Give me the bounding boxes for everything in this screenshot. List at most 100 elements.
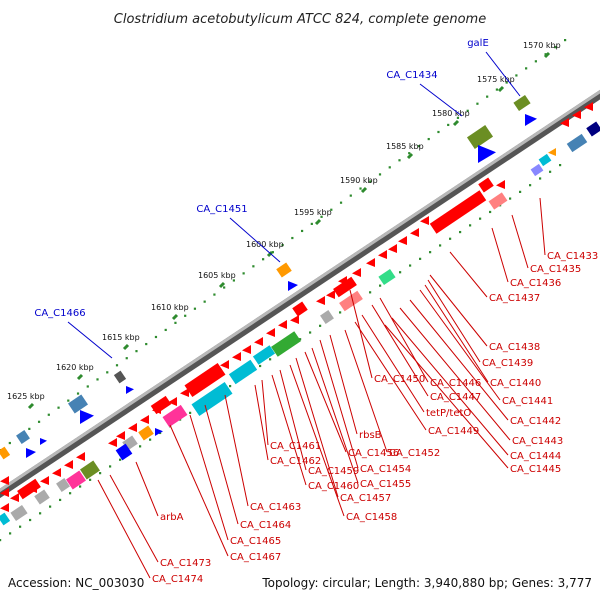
reverse-gene-block bbox=[566, 133, 588, 153]
reverse-gene-arrow bbox=[584, 102, 593, 111]
outer-tick-dot bbox=[164, 328, 167, 332]
inner-tick-dot bbox=[509, 197, 512, 200]
inner-tick-dot bbox=[309, 331, 312, 334]
kbp-major-tick bbox=[218, 281, 226, 289]
inner-tick-dot bbox=[49, 505, 52, 508]
outer-tick-dot bbox=[252, 265, 255, 268]
inner-tick-dot bbox=[459, 230, 462, 234]
label-leader-line bbox=[491, 227, 509, 283]
reverse-gene-block bbox=[115, 443, 133, 461]
reverse-gene-arrow bbox=[278, 320, 287, 329]
reverse-gene-block bbox=[292, 301, 308, 317]
label-leader-line bbox=[329, 334, 358, 435]
kbp-label: 1570 kbp bbox=[523, 41, 561, 50]
outer-tick-dot bbox=[96, 378, 99, 381]
inner-tick-dot bbox=[79, 485, 82, 488]
outer-tick-dot bbox=[57, 406, 60, 409]
label-leader-line bbox=[419, 83, 463, 117]
reverse-gene-arrow bbox=[352, 268, 361, 277]
reverse-gene-block bbox=[56, 478, 70, 492]
inner-tick-dot bbox=[159, 431, 162, 435]
reverse-gene-label: CA_C1452 bbox=[389, 448, 440, 459]
reverse-gene-arrow bbox=[560, 118, 569, 127]
label-leader-line bbox=[419, 289, 501, 401]
reverse-gene-label: CA_C1442 bbox=[510, 416, 561, 427]
inner-tick-dot bbox=[339, 311, 342, 314]
reverse-gene-label: CA_C1438 bbox=[489, 342, 540, 353]
label-leader-line bbox=[427, 279, 481, 363]
reverse-gene-label: CA_C1446 bbox=[430, 378, 481, 389]
inner-tick-dot bbox=[519, 190, 522, 193]
forward-gene-arrow bbox=[525, 114, 537, 126]
label-leader-line bbox=[384, 324, 509, 469]
label-leader-line bbox=[539, 197, 546, 256]
kbp-label: 1595 kbp bbox=[294, 208, 332, 217]
inner-tick-dot bbox=[59, 498, 62, 502]
reverse-gene-label: CA_C1462 bbox=[270, 456, 321, 467]
inner-tick-dot bbox=[89, 478, 92, 481]
kbp-scale: 1570 kbp 1575 kbp 1580 kbp 1585 kbp 1590 kbp… bbox=[0, 39, 567, 542]
outer-tick-dot bbox=[466, 109, 469, 112]
outer-tick-dot bbox=[534, 60, 537, 63]
reverse-gene-block bbox=[252, 345, 276, 365]
reverse-gene-arrow bbox=[220, 360, 229, 369]
reverse-gene-arrow bbox=[232, 352, 241, 361]
outer-tick-dot bbox=[242, 272, 245, 275]
inner-tick-dot bbox=[69, 492, 72, 495]
outer-tick-dot bbox=[515, 74, 518, 77]
reverse-gene-arrow bbox=[0, 503, 9, 512]
outer-tick-dot bbox=[67, 399, 70, 402]
inner-tick-dot bbox=[429, 251, 432, 254]
kbp-major-tick bbox=[76, 373, 84, 381]
outer-tick-dot bbox=[398, 159, 401, 162]
inner-tick-dot bbox=[479, 217, 482, 220]
reverse-gene-label: CA_C1465 bbox=[230, 536, 281, 547]
forward-gene-arrow bbox=[80, 410, 94, 424]
reverse-gene-arrow bbox=[168, 397, 177, 406]
outer-tick-dot bbox=[174, 321, 177, 324]
label-leader-line bbox=[391, 317, 509, 456]
reverse-gene-arrow bbox=[548, 148, 556, 156]
reverse-gene-label: CA_C1449 bbox=[428, 426, 479, 437]
label-leader-line bbox=[169, 424, 229, 557]
label-leader-line bbox=[379, 297, 429, 383]
inner-tick-dot bbox=[229, 384, 232, 388]
outer-tick-dot bbox=[86, 385, 89, 388]
kbp-major-tick bbox=[452, 119, 460, 127]
inner-tick-dot bbox=[559, 164, 562, 167]
backbone-highlight bbox=[0, 89, 600, 493]
label-leader-line bbox=[135, 461, 159, 517]
reverse-gene-block bbox=[271, 331, 301, 357]
kbp-label: 1585 kbp bbox=[386, 142, 424, 151]
reverse-gene-label: CA_C1467 bbox=[230, 552, 281, 563]
reverse-gene-block bbox=[228, 359, 258, 385]
outer-tick-dot bbox=[135, 350, 138, 353]
label-leader-line bbox=[409, 299, 509, 421]
label-leader-line bbox=[67, 321, 113, 359]
forward-gene-block bbox=[276, 262, 292, 278]
label-leader-line bbox=[371, 304, 429, 397]
forward-gene-label: CA_C1434 bbox=[386, 70, 437, 81]
reverse-gene-arrow bbox=[378, 250, 387, 259]
reverse-gene-arrow bbox=[64, 460, 73, 469]
reverse-gene-label: CA_C1459 bbox=[308, 466, 359, 477]
outer-tick-dot bbox=[8, 441, 11, 445]
reverse-gene-arrow bbox=[254, 337, 263, 346]
outer-tick-dot bbox=[495, 88, 499, 91]
outer-tick-dot bbox=[456, 116, 460, 119]
outer-tick-dot bbox=[193, 307, 197, 310]
genome-summary-text: Topology: circular; Length: 3,940,880 bp… bbox=[261, 576, 592, 590]
reverse-gene-block bbox=[34, 489, 50, 505]
kbp-major-tick bbox=[314, 218, 322, 226]
kbp-major-tick bbox=[543, 51, 551, 59]
label-leader-line bbox=[304, 351, 347, 453]
reverse-gene-arrow bbox=[242, 345, 251, 354]
reverse-gene-label: CA_C1456 bbox=[348, 448, 399, 459]
kbp-label: 1610 kbp bbox=[151, 303, 189, 312]
reverse-gene-arrow bbox=[40, 476, 49, 485]
inner-tick-dot bbox=[149, 438, 152, 441]
label-leader-line bbox=[189, 414, 229, 541]
outer-tick-dot bbox=[125, 357, 128, 360]
forward-gene-block bbox=[68, 394, 88, 414]
